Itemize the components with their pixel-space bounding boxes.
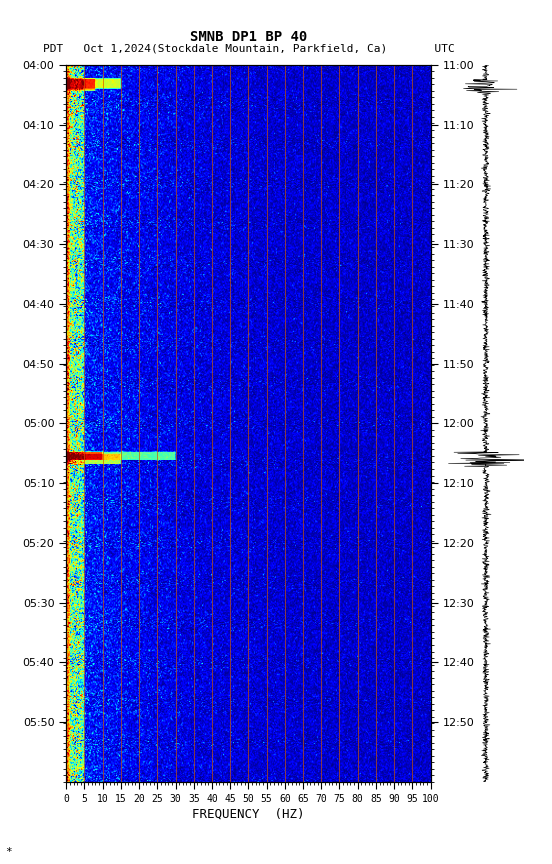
Text: PDT   Oct 1,2024(Stockdale Mountain, Parkfield, Ca)       UTC: PDT Oct 1,2024(Stockdale Mountain, Parkf… bbox=[43, 43, 454, 54]
X-axis label: FREQUENCY  (HZ): FREQUENCY (HZ) bbox=[192, 808, 305, 821]
Text: SMNB DP1 BP 40: SMNB DP1 BP 40 bbox=[190, 30, 307, 44]
Text: *: * bbox=[6, 848, 12, 857]
